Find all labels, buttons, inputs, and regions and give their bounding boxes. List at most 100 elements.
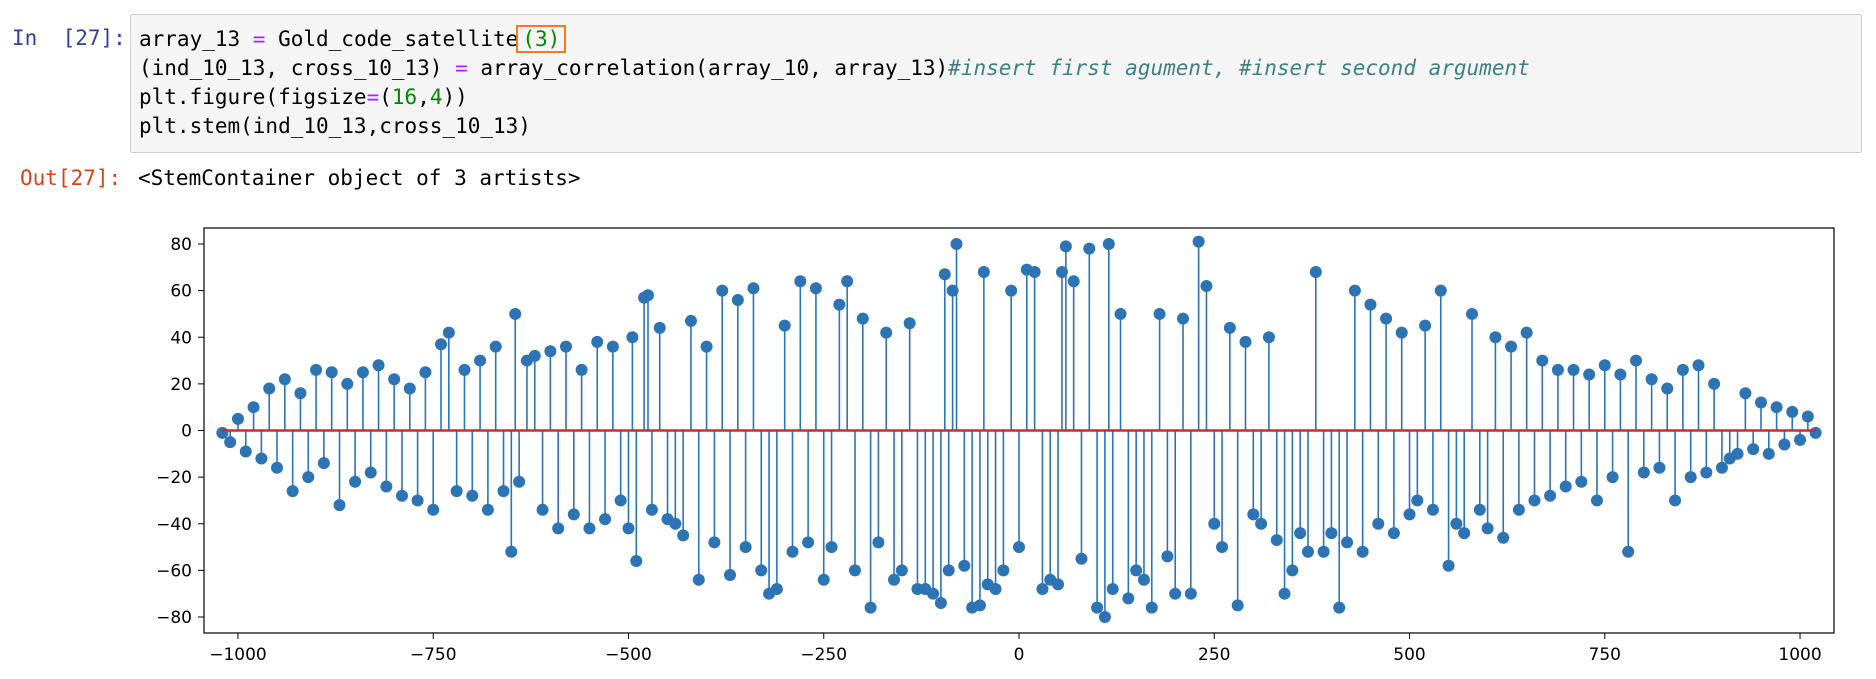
stem-marker <box>973 599 986 612</box>
stem-marker <box>946 284 959 297</box>
stem-marker <box>271 461 284 474</box>
stem-marker <box>310 363 323 376</box>
stem-marker <box>1739 387 1752 400</box>
stem-marker <box>1013 541 1025 554</box>
stem-lines <box>221 241 1817 617</box>
x-tick-label: 500 <box>1393 645 1425 665</box>
stem-marker <box>1567 363 1580 376</box>
stem-marker <box>1598 359 1611 372</box>
stem-marker <box>856 312 869 325</box>
stem-marker <box>1325 527 1338 540</box>
stem-marker <box>419 366 432 379</box>
stem-marker <box>1083 242 1096 255</box>
stem-marker <box>1536 354 1549 367</box>
stem-marker <box>1223 321 1236 334</box>
stem-marker <box>1216 541 1229 554</box>
stem-marker <box>278 373 291 386</box>
stem-marker <box>364 466 377 479</box>
stem-marker <box>747 282 760 295</box>
y-tick-label: 40 <box>170 328 192 348</box>
stem-marker <box>977 265 990 278</box>
stem-marker <box>1153 307 1166 320</box>
stem-marker <box>1231 599 1244 612</box>
stem-marker <box>1270 534 1283 547</box>
stem-marker <box>825 541 838 554</box>
stem-marker <box>1122 592 1135 605</box>
stem-marker <box>1731 447 1744 460</box>
stem-marker <box>224 436 237 449</box>
y-tick-label: 0 <box>181 422 192 442</box>
stem-marker <box>513 475 526 488</box>
stem-marker <box>1676 363 1689 376</box>
stem-marker <box>888 573 901 586</box>
stem-marker <box>239 445 252 458</box>
x-axis-ticks: −1000 −750 −500 −250 0 250 500 750 1000 <box>209 633 1822 665</box>
y-tick-label: 80 <box>170 235 192 255</box>
stem-marker <box>1137 573 1150 586</box>
stem-marker <box>1645 373 1658 386</box>
stem-marker <box>1341 536 1354 549</box>
stem-marker <box>1356 545 1369 558</box>
stem-marker <box>841 275 854 288</box>
stem-marker <box>1442 559 1455 572</box>
stem-marker <box>880 326 893 339</box>
stem-marker <box>1473 503 1486 516</box>
y-tick-label: 60 <box>170 282 192 302</box>
stem-marker <box>1653 461 1666 474</box>
x-tick-label: 0 <box>1014 645 1025 665</box>
stem-marker <box>317 457 330 470</box>
stem-marker <box>1294 527 1307 540</box>
stem-marker <box>1544 489 1557 502</box>
stem-marker <box>677 529 690 542</box>
stem-marker <box>708 536 721 549</box>
code-line-3: plt.figure(figsize=(16,4)) <box>139 85 468 109</box>
stem-marker <box>528 349 541 362</box>
stem-marker <box>1395 326 1408 339</box>
stem-marker <box>1747 443 1760 456</box>
stem-marker <box>466 489 479 502</box>
output-text: <StemContainer object of 3 artists> <box>138 166 581 190</box>
stem-marker <box>1255 517 1268 530</box>
stem-marker <box>942 564 955 577</box>
stem-marker <box>544 345 557 358</box>
stem-marker <box>622 522 635 535</box>
code-cell-editor[interactable]: array_13 = Gold_code_satellite (3) (ind_1… <box>130 14 1862 153</box>
stem-marker <box>1169 587 1182 600</box>
stem-marker <box>653 321 666 334</box>
stem-marker <box>591 335 604 348</box>
stem-marker <box>1786 405 1799 418</box>
x-tick-label: −250 <box>800 645 847 665</box>
stem-marker <box>294 387 307 400</box>
stem-marker <box>1200 279 1213 292</box>
stem-marker <box>809 282 822 295</box>
stem-marker <box>1161 550 1174 563</box>
stem-marker <box>552 522 565 535</box>
stem-marker <box>755 564 768 577</box>
stem-marker <box>1559 480 1572 493</box>
stem-marker <box>247 401 260 414</box>
stem-marker <box>1458 527 1471 540</box>
stem-marker <box>497 485 510 498</box>
stem-marker <box>435 338 448 351</box>
stem-marker <box>1364 298 1377 311</box>
y-tick-label: −60 <box>156 561 192 581</box>
stem-marker <box>450 485 463 498</box>
stem-marker <box>1700 466 1713 479</box>
input-prompt: In [27]: <box>12 26 126 50</box>
stem-marker <box>1005 284 1018 297</box>
stem-marker <box>1348 284 1361 297</box>
stem-marker <box>333 499 346 512</box>
stem-marker <box>255 452 268 465</box>
stem-marker <box>614 494 627 507</box>
stem-marker <box>1380 312 1393 325</box>
stem-marker <box>325 366 338 379</box>
stem-marker <box>1036 583 1049 596</box>
stem-marker <box>1661 382 1674 395</box>
stem-marker <box>778 319 791 332</box>
stem-marker <box>1684 471 1697 484</box>
stem-marker <box>1075 552 1088 565</box>
stem-marker <box>950 238 963 250</box>
stem-marker <box>509 307 522 320</box>
stem-marker <box>372 359 385 372</box>
stem-marker <box>349 475 362 488</box>
